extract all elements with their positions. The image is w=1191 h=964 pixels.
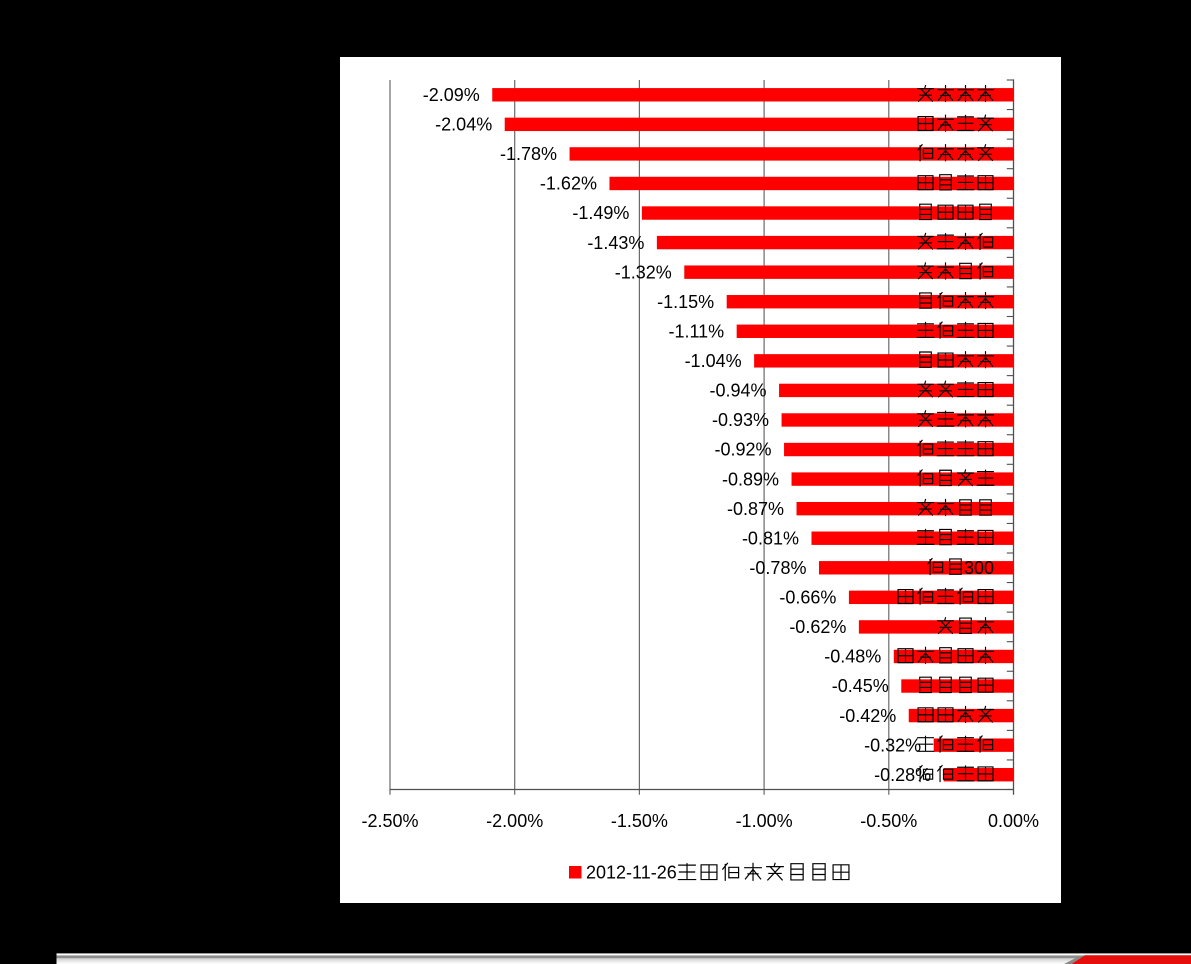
svg-text:-0.48%: -0.48% xyxy=(824,647,881,667)
svg-text:-0.93%: -0.93% xyxy=(712,410,769,430)
svg-text:-0.81%: -0.81% xyxy=(742,528,799,548)
svg-text:-1.11%: -1.11% xyxy=(668,321,724,341)
svg-text:-1.62%: -1.62% xyxy=(540,174,597,194)
svg-text:300: 300 xyxy=(964,558,994,578)
svg-text:-0.50%: -0.50% xyxy=(860,811,917,831)
svg-text:-1.43%: -1.43% xyxy=(587,233,644,253)
svg-text:-2.09%: -2.09% xyxy=(423,85,480,105)
svg-text:-1.49%: -1.49% xyxy=(572,203,629,223)
svg-text:-0.32%: -0.32% xyxy=(864,735,921,755)
svg-text:-0.94%: -0.94% xyxy=(710,381,767,401)
svg-text:-1.50%: -1.50% xyxy=(611,811,668,831)
svg-text:-2.04%: -2.04% xyxy=(435,115,492,135)
svg-text:-0.87%: -0.87% xyxy=(727,499,784,519)
svg-text:-0.78%: -0.78% xyxy=(749,558,806,578)
svg-text:-1.78%: -1.78% xyxy=(500,144,557,164)
svg-text:2012-11-26: 2012-11-26 xyxy=(586,863,677,883)
svg-text:-2.00%: -2.00% xyxy=(486,811,543,831)
svg-text:0.00%: 0.00% xyxy=(988,811,1039,831)
svg-text:-0.92%: -0.92% xyxy=(715,440,772,460)
svg-text:-0.28%: -0.28% xyxy=(874,765,931,785)
svg-text:-0.66%: -0.66% xyxy=(779,588,836,608)
svg-text:-2.50%: -2.50% xyxy=(361,811,418,831)
svg-text:-0.42%: -0.42% xyxy=(839,706,896,726)
svg-text:-1.15%: -1.15% xyxy=(657,292,714,312)
svg-text:-0.45%: -0.45% xyxy=(832,676,889,696)
svg-text:-0.62%: -0.62% xyxy=(789,617,846,637)
svg-text:-1.00%: -1.00% xyxy=(736,811,793,831)
svg-text:-1.04%: -1.04% xyxy=(685,351,742,371)
svg-text:-1.32%: -1.32% xyxy=(615,262,672,282)
svg-text:-0.89%: -0.89% xyxy=(722,469,779,489)
